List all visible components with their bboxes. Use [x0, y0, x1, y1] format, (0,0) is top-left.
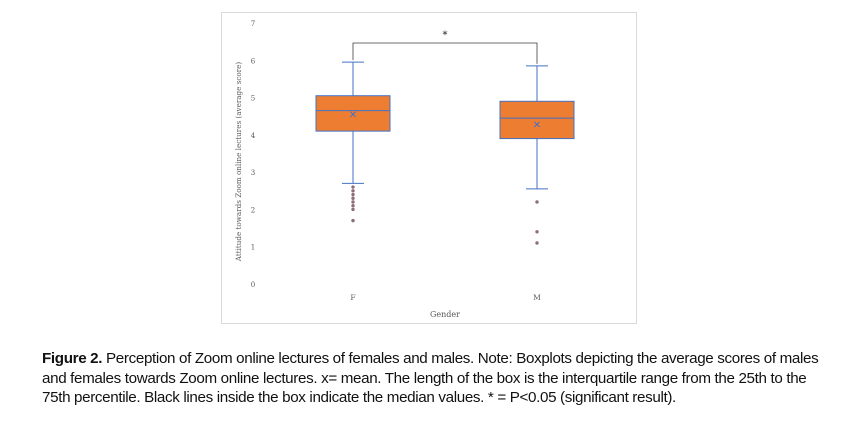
outlier-point-F — [351, 185, 355, 189]
outlier-point-M — [535, 200, 539, 204]
boxplot-chart: 0 1 2 3 4 5 6 7 Attitude towards Zoom online lec… — [234, 20, 575, 319]
significance-bracket — [352, 42, 538, 64]
x-axis-label: Gender — [430, 310, 460, 319]
box-M — [499, 100, 575, 140]
y-tick-label: 5 — [251, 95, 255, 103]
x-tick-label-F: F — [350, 293, 355, 302]
outlier-point-F — [351, 200, 355, 204]
outlier-point-F — [351, 192, 355, 197]
box-F — [315, 95, 391, 132]
mean-marker-M — [534, 121, 540, 128]
caption-text: Perception of Zoom online lectures of fe… — [42, 350, 819, 406]
y-tick-label: 6 — [251, 57, 256, 65]
outlier-point-F — [351, 189, 355, 193]
chart-frame: 0 1 2 3 4 5 6 7 Attitude towards Zoom online lec… — [221, 12, 637, 324]
outlier-point-M — [535, 241, 539, 245]
outlier-point-F — [351, 218, 355, 223]
x-tick-label-M: M — [533, 293, 541, 302]
outlier-point-F — [351, 196, 355, 200]
y-tick-label: 4 — [251, 132, 256, 140]
mean-marker-F — [350, 111, 356, 118]
caption-label: Figure 2. — [42, 350, 103, 367]
significance-star: * — [443, 30, 448, 41]
figure-caption: Figure 2. Perception of Zoom online lect… — [42, 349, 832, 408]
outlier-point-F — [351, 204, 355, 208]
outlier-point-M — [535, 230, 539, 234]
y-tick-label: 7 — [251, 20, 255, 28]
outlier-point-F — [351, 207, 355, 212]
y-tick-label: 0 — [251, 281, 255, 289]
y-tick-label: 3 — [251, 169, 255, 177]
y-axis-label: Attitude towards Zoom online lectures (a… — [234, 62, 243, 263]
y-tick-label: 2 — [251, 206, 255, 214]
y-tick-label: 1 — [251, 244, 255, 252]
